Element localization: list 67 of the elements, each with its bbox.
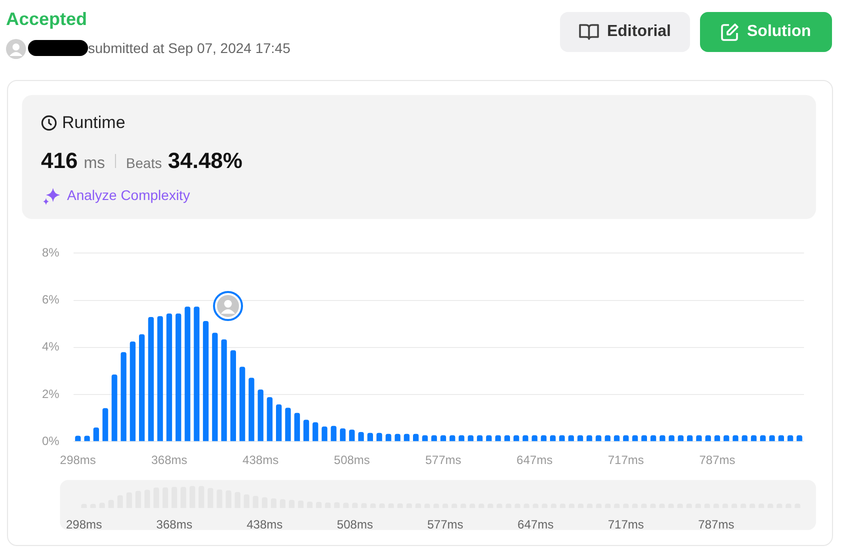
x-tick-label: 508ms: [334, 453, 370, 468]
bar: [376, 432, 382, 442]
bar: [367, 432, 374, 442]
chart-title: Runtime: [62, 113, 126, 133]
text: ms: [84, 155, 106, 173]
x-tick-label: 438ms: [246, 518, 283, 532]
text: Analyze Complexity: [67, 187, 190, 203]
text: Beats: [126, 155, 162, 171]
bar: [148, 317, 154, 442]
text: 34.48%: [168, 148, 242, 174]
x-tick-label: 508ms: [336, 518, 373, 532]
text: Editorial: [606, 23, 671, 41]
bar: [120, 352, 126, 442]
x-tick-label: 298ms: [66, 518, 102, 532]
bar: [166, 313, 172, 442]
y-tick-label: 8%: [42, 246, 60, 260]
bar: [157, 316, 163, 442]
bar: [139, 334, 145, 442]
x-tick-label: 577ms: [427, 518, 464, 532]
bar: [248, 378, 254, 442]
bar: [266, 397, 273, 442]
bar: [194, 306, 200, 442]
bar: [221, 339, 227, 442]
bar: [413, 434, 419, 442]
bar: [258, 390, 264, 442]
bar: [303, 420, 310, 442]
bar: [394, 434, 400, 442]
x-tick-label: 717ms: [608, 453, 644, 468]
bar: [322, 426, 328, 442]
x-tick-label: 787ms: [698, 518, 734, 532]
bar: [276, 404, 282, 442]
bar: [202, 321, 209, 442]
x-tick-label: 787ms: [699, 453, 736, 468]
y-tick-label: 0%: [42, 434, 60, 448]
x-tick-label: 647ms: [518, 518, 554, 532]
y-tick-label: 2%: [42, 386, 60, 401]
bar: [230, 350, 236, 442]
text: Accepted: [6, 9, 88, 30]
bar: [176, 313, 182, 442]
bar: [330, 426, 336, 442]
bar: [386, 434, 392, 442]
text: submitted at Sep 07, 2024 17:45: [88, 40, 290, 56]
bar: [102, 408, 108, 442]
bar: [285, 408, 291, 442]
x-tick-label: 647ms: [516, 453, 553, 468]
bar: [312, 422, 318, 442]
x-tick-label: 577ms: [425, 453, 462, 468]
text: Solution: [747, 23, 811, 41]
x-tick-label: 368ms: [151, 453, 188, 468]
y-tick-label: 6%: [42, 292, 60, 307]
bar: [349, 430, 355, 442]
x-tick-label: 717ms: [608, 518, 644, 532]
y-tick-label: 4%: [42, 340, 60, 354]
x-tick-label: 368ms: [156, 518, 192, 532]
bar: [404, 434, 410, 442]
bar: [212, 332, 218, 442]
bar: [184, 306, 190, 442]
bar: [130, 342, 136, 442]
bar: [112, 374, 118, 442]
text: 416: [41, 148, 78, 174]
bar: [93, 427, 100, 442]
bar: [358, 432, 364, 442]
bar: [239, 366, 246, 442]
bar: [294, 412, 300, 442]
x-tick-label: 298ms: [60, 453, 96, 468]
x-tick-label: 438ms: [242, 453, 279, 468]
bar: [340, 428, 346, 442]
